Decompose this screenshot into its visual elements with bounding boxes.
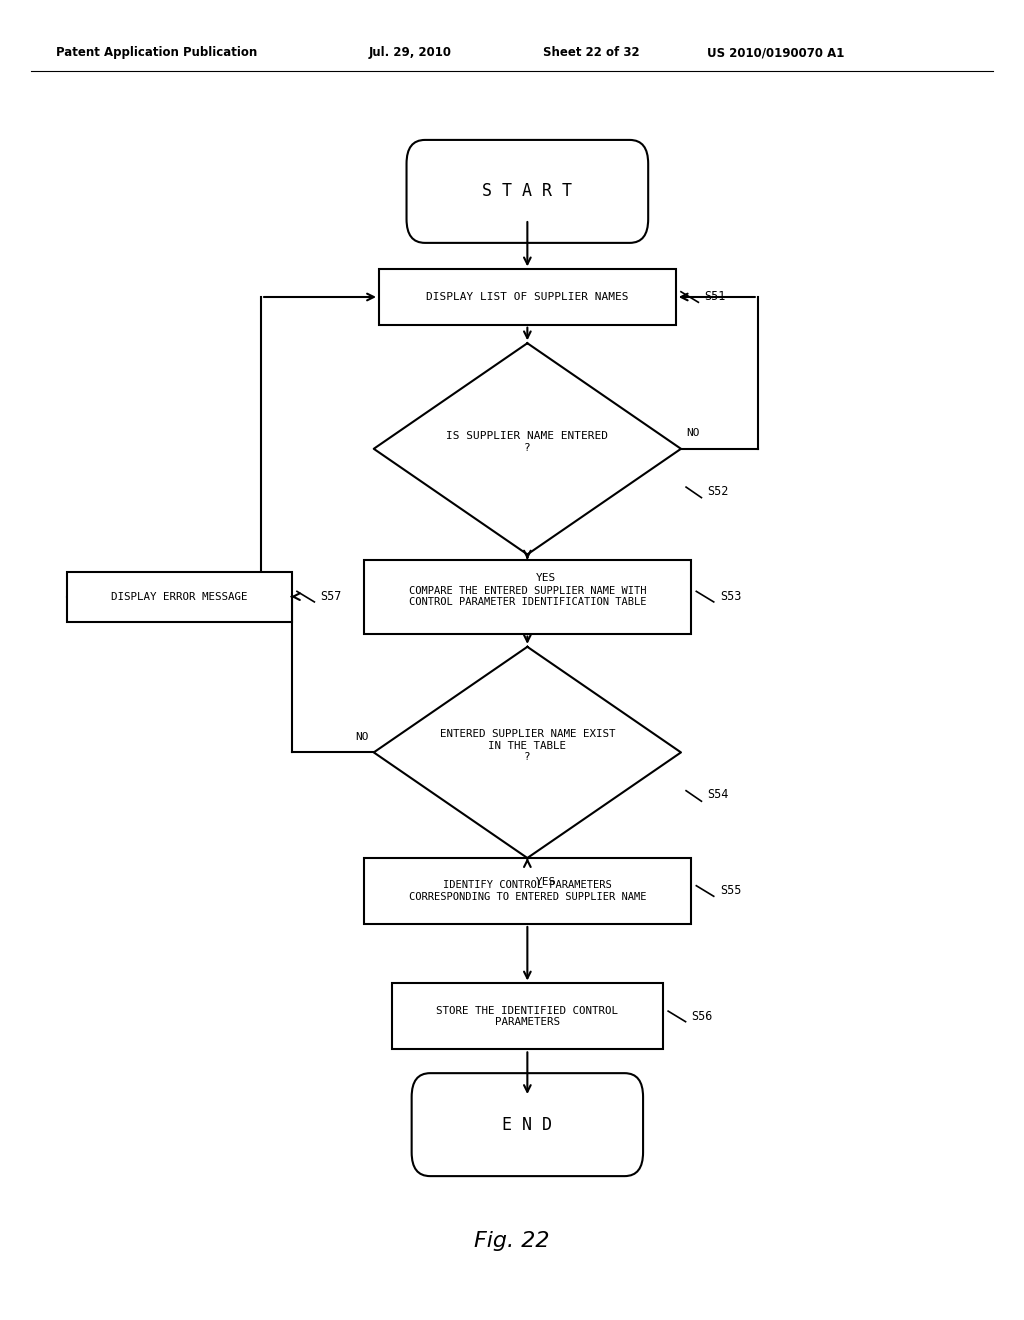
Bar xyxy=(67,572,292,622)
Text: Patent Application Publication: Patent Application Publication xyxy=(56,46,258,59)
Text: S51: S51 xyxy=(705,290,726,304)
Text: Fig. 22: Fig. 22 xyxy=(474,1230,550,1251)
Text: DISPLAY ERROR MESSAGE: DISPLAY ERROR MESSAGE xyxy=(111,591,248,602)
Text: YES: YES xyxy=(536,876,556,887)
FancyBboxPatch shape xyxy=(407,140,648,243)
Bar xyxy=(391,983,664,1049)
Text: US 2010/0190070 A1: US 2010/0190070 A1 xyxy=(707,46,844,59)
Text: YES: YES xyxy=(536,573,556,583)
Text: COMPARE THE ENTERED SUPPLIER NAME WITH
CONTROL PARAMETER IDENTIFICATION TABLE: COMPARE THE ENTERED SUPPLIER NAME WITH C… xyxy=(409,586,646,607)
Text: NO: NO xyxy=(355,731,369,742)
Text: IDENTIFY CONTROL PARAMETERS
CORRESPONDING TO ENTERED SUPPLIER NAME: IDENTIFY CONTROL PARAMETERS CORRESPONDIN… xyxy=(409,880,646,902)
Text: S55: S55 xyxy=(720,884,741,898)
Text: DISPLAY LIST OF SUPPLIER NAMES: DISPLAY LIST OF SUPPLIER NAMES xyxy=(426,292,629,302)
Text: S52: S52 xyxy=(708,484,729,498)
Text: S56: S56 xyxy=(692,1010,713,1023)
Text: STORE THE IDENTIFIED CONTROL
PARAMETERS: STORE THE IDENTIFIED CONTROL PARAMETERS xyxy=(436,1006,618,1027)
Text: Sheet 22 of 32: Sheet 22 of 32 xyxy=(543,46,639,59)
Text: IS SUPPLIER NAME ENTERED
?: IS SUPPLIER NAME ENTERED ? xyxy=(446,432,608,453)
Text: S54: S54 xyxy=(708,788,729,801)
Text: Jul. 29, 2010: Jul. 29, 2010 xyxy=(369,46,452,59)
Text: E N D: E N D xyxy=(503,1115,552,1134)
Text: S T A R T: S T A R T xyxy=(482,182,572,201)
FancyBboxPatch shape xyxy=(412,1073,643,1176)
Text: S57: S57 xyxy=(321,590,342,603)
Bar xyxy=(364,858,691,924)
Bar xyxy=(379,269,676,325)
Text: NO: NO xyxy=(686,428,699,438)
Bar xyxy=(364,560,691,634)
Text: ENTERED SUPPLIER NAME EXIST
IN THE TABLE
?: ENTERED SUPPLIER NAME EXIST IN THE TABLE… xyxy=(439,729,615,763)
Text: S53: S53 xyxy=(720,590,741,603)
